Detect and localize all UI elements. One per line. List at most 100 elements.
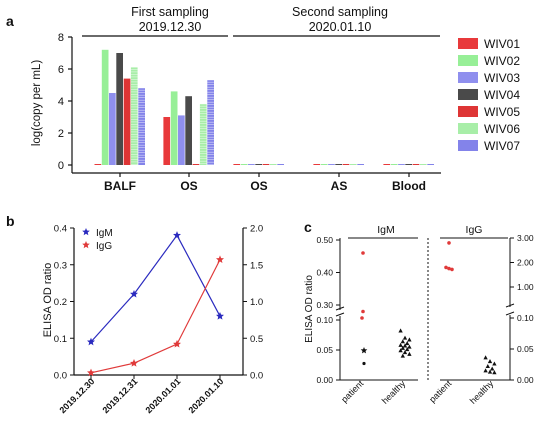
c-point-igm-healthy (400, 345, 405, 350)
panel-label-c: c (304, 219, 312, 235)
c-group-igg: IgG (466, 224, 483, 236)
b-point-igg (173, 339, 181, 348)
b-legend-marker-igm (82, 228, 90, 236)
c-point-igm-healthy (407, 351, 412, 356)
a-bar-wiv04 (335, 164, 342, 165)
a-bar-wiv06 (419, 164, 427, 165)
b-line-igg (90, 259, 221, 374)
c-y-axis-label: ELISA OD ratio (304, 275, 315, 343)
a-bar-wiv06 (130, 67, 138, 165)
c-point-igm-healthy (400, 339, 405, 344)
c-igm-tick-label: 0.05 (316, 345, 333, 355)
c-igg-tick-label: 0.00 (517, 375, 534, 385)
c-x-tick-label: healthy (468, 378, 496, 406)
a-bar-wiv02 (101, 49, 109, 165)
a-bar-wiv04 (405, 164, 412, 165)
a-legend-label-wiv04: WIV04 (484, 88, 520, 102)
a-bar-wiv03 (328, 164, 335, 165)
c-point-igg-healthy (490, 366, 495, 371)
b-point-igm (130, 289, 138, 298)
c-point-igm-healthy (405, 347, 410, 352)
group-header-date-2: 2020.01.10 (309, 20, 372, 34)
a-legend-label-wiv07: WIV07 (484, 139, 520, 153)
a-bar-wiv02 (170, 91, 178, 165)
a-bar-wiv02 (240, 164, 248, 165)
a-bar-wiv05 (412, 164, 420, 165)
a-bar-wiv01 (94, 164, 102, 165)
c-igm-axis-break-1 (335, 306, 345, 311)
c-point-igm-healthy (398, 342, 403, 347)
a-legend-label-wiv02: WIV02 (484, 54, 520, 68)
a-y-axis-label: log(copy per mL) (31, 60, 43, 146)
b-x-tick-label: 2020.01.01 (143, 376, 182, 415)
a-bar-wiv01 (313, 164, 321, 165)
a-x-tick-label: Blood (392, 179, 426, 193)
c-igm-tick-label: 0.10 (316, 315, 333, 325)
panel-label-b: b (6, 213, 15, 229)
c-point-igg-healthy (492, 370, 497, 375)
c-igm-tick-label: 0.00 (316, 375, 333, 385)
a-legend-label-wiv05: WIV05 (484, 105, 520, 119)
a-x-tick-label: BALF (104, 179, 136, 193)
a-x-tick-label: OS (180, 179, 197, 193)
a-bar-wiv06 (199, 104, 207, 165)
a-bar-wiv01 (233, 164, 241, 165)
b-line-igm (90, 234, 221, 343)
c-igg-tick-label: 1.00 (517, 282, 534, 292)
b-point-igg (216, 255, 224, 263)
c-group-igm: IgM (377, 224, 395, 236)
a-bar-wiv03 (178, 115, 185, 165)
c-point-igm-patient-star (360, 347, 368, 354)
a-bar-wiv05 (262, 164, 270, 165)
b-left-tick-label: 0.4 (54, 224, 67, 235)
b-point-igm (216, 312, 224, 320)
c-point-igm-healthy (407, 337, 412, 342)
a-bar-wiv06 (349, 164, 357, 165)
a-bar-wiv03 (109, 93, 116, 165)
c-point-igm-patient (361, 251, 365, 255)
b-point-igg (87, 368, 95, 377)
b-point-igm (173, 231, 181, 239)
c-point-igm-patient (362, 361, 366, 366)
a-y-tick-label: 8 (58, 32, 64, 44)
a-bar-wiv04 (255, 164, 262, 165)
a-bar-wiv04 (185, 96, 192, 165)
panel-c: c ELISA OD ratio IgM IgG 0.00 0.05 0.10 0.3… (304, 219, 534, 406)
c-point-igm-healthy (407, 344, 412, 349)
a-legend-swatch-wiv07 (458, 140, 478, 151)
b-right-tick-label: 2.0 (250, 224, 263, 235)
c-point-igm-patient (360, 316, 364, 320)
b-legend-label-igm: IgM (96, 228, 113, 239)
a-legend-swatch-wiv01 (458, 38, 478, 49)
c-igg-tick-label: 0.05 (517, 344, 534, 354)
b-left-tick-label: 0.1 (54, 334, 67, 345)
b-x-tick-label: 2020.01.10 (186, 376, 225, 415)
c-igg-tick-label: 0.10 (517, 313, 534, 323)
a-bar-wiv05 (342, 164, 350, 165)
a-bar-wiv01 (383, 164, 391, 165)
a-bar-wiv03 (248, 164, 255, 165)
a-y-tick-label: 4 (58, 96, 64, 108)
b-point-igg (130, 359, 138, 367)
c-point-igg-patient (447, 241, 451, 245)
c-point-igg-healthy (487, 359, 493, 364)
c-point-igm-healthy (402, 343, 408, 348)
c-x-tick-label: patient (339, 378, 366, 405)
a-bar-wiv07 (277, 164, 284, 165)
a-legend-swatch-wiv04 (458, 89, 478, 100)
c-point-igm-healthy (402, 335, 408, 340)
a-bar-wiv07 (357, 164, 364, 165)
panel-label-a: a (6, 13, 14, 29)
a-y-tick-label: 6 (58, 64, 64, 76)
c-point-igm-healthy (400, 353, 405, 358)
a-legend-swatch-wiv02 (458, 55, 478, 66)
b-legend-label-igg: IgG (96, 241, 112, 252)
c-point-igg-patient (444, 265, 448, 270)
a-bar-wiv01 (163, 117, 171, 165)
a-x-tick-label: OS (250, 179, 267, 193)
c-x-tick-label: patient (427, 378, 454, 405)
b-legend-marker-igg (82, 241, 90, 249)
b-right-tick-label: 1.0 (250, 297, 263, 308)
panel-b: b ELISA OD ratio 0.0 0.1 0.2 0.3 0.4 0.0 0.5 1… (6, 213, 263, 415)
